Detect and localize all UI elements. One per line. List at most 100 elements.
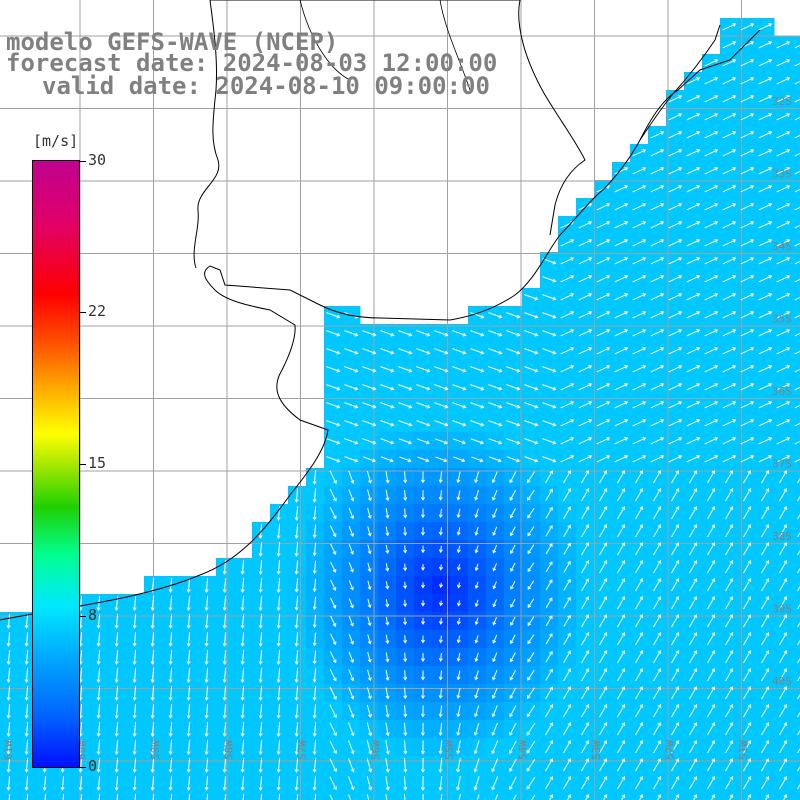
wind-arrow [650,437,664,445]
wind-arrow [686,77,700,85]
wind-arrow [476,794,480,800]
wind-arrowhead [426,368,431,373]
wind-arrowhead [527,676,531,681]
wind-arrowhead [696,383,701,387]
wind-arrowhead [567,668,572,673]
wind-arrow [439,705,443,717]
wind-arrow [656,794,661,800]
wind-arrowhead [456,639,461,644]
wind-arrowhead [606,293,611,297]
wind-arrow [545,579,553,591]
wind-arrow [223,631,227,647]
wind-arrow [475,545,479,553]
wind-arrow [776,329,790,337]
wind-arrowhead [624,347,629,351]
wind-arrowhead [711,488,716,492]
wind-arrowhead [765,506,770,510]
wind-arrowhead [461,458,466,463]
wind-arrow [542,438,556,444]
wind-arrow [313,578,317,592]
wind-arrowhead [222,697,227,701]
wind-arrow [632,311,646,319]
wind-arrow [295,685,299,701]
wind-arrow [344,420,358,426]
wind-arrowhead [456,750,461,755]
wind-arrowhead [621,722,626,726]
wind-arrowhead [657,722,662,726]
wind-arrow [761,506,769,520]
wind-arrow [509,687,517,699]
wind-arrowhead [222,679,227,683]
wind-arrowhead [420,532,426,536]
wind-arrow [743,668,751,682]
wind-arrow [563,506,571,520]
wind-arrowhead [492,621,497,626]
wind-arrowhead [588,257,593,261]
wind-arrow [527,526,535,536]
wind-arrowhead [186,751,191,755]
wind-arrowhead [693,560,698,564]
wind-arrowhead [354,404,359,409]
colorbar [32,160,80,768]
wind-arrow [542,312,556,318]
wind-arrowhead [462,404,467,409]
wind-arrowhead [462,386,467,391]
wind-cell [792,666,800,685]
wind-arrow [725,488,733,502]
wind-arrow [434,330,448,336]
lat-label: 36S [772,385,792,398]
wind-arrow [25,685,29,701]
wind-arrow [404,545,406,553]
wind-arrow [470,366,484,372]
wind-cell [792,792,800,800]
wind-arrowhead [96,679,101,683]
wind-arrow [653,470,661,484]
wind-arrowhead [510,550,514,554]
wind-arrowhead [714,347,719,351]
wind-arrow [313,614,317,628]
wind-arrowhead [714,293,719,297]
wind-arrowhead [786,383,791,387]
wind-arrowhead [474,676,479,681]
wind-cell [576,792,595,800]
wind-arrow [578,365,592,373]
wind-arrow [725,776,733,790]
wind-arrow [344,402,358,408]
wind-arrow [348,580,354,590]
wind-cell [792,378,800,397]
wind-arrowhead [426,404,431,409]
wind-arrow [509,722,517,736]
wind-arrowhead [367,604,372,609]
wind-arrowhead [621,794,626,798]
wind-arrow [707,668,715,682]
wind-arrow [797,711,800,718]
wind-arrowhead [186,661,191,665]
lat-label: 38S [772,530,792,543]
wind-arrowhead [549,776,554,780]
wind-arrow [707,578,715,592]
wind-arrow [506,438,520,444]
wind-arrow [722,257,736,265]
wind-arrowhead [258,643,263,647]
lat-label: 34S [772,240,792,253]
wind-arrowhead [750,131,755,135]
wind-arrowhead [336,332,341,337]
wind-arrowhead [497,458,502,463]
wind-arrow [686,239,700,247]
wind-arrowhead [403,713,408,718]
wind-arrowhead [732,149,737,153]
wind-arrowhead [603,722,608,726]
wind-arrowhead [168,769,173,773]
wind-arrowhead [603,470,608,474]
wind-arrow [707,596,715,610]
wind-arrow [758,293,772,301]
wind-arrowhead [657,506,662,510]
wind-arrow [61,775,65,791]
wind-arrow [617,524,625,538]
wind-arrowhead [408,368,413,373]
wind-arrow [313,560,317,574]
wind-arrowhead [438,695,443,699]
wind-arrowhead [693,686,698,690]
wind-arrowhead [714,185,719,189]
wind-arrow [650,347,664,355]
